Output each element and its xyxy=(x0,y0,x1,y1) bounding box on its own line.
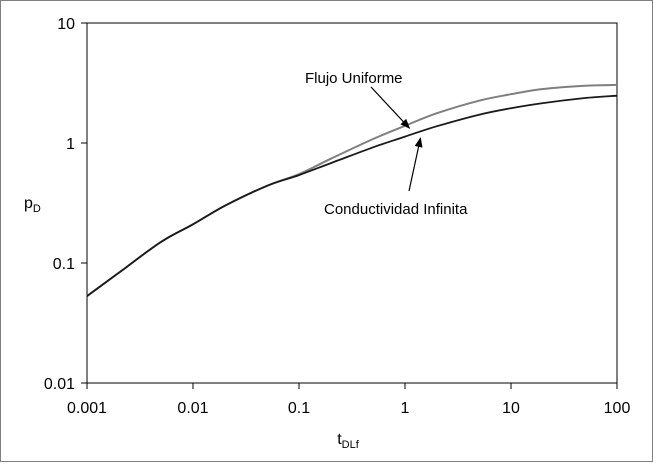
x-axis: 0.001 0.01 0.1 1 10 100 xyxy=(67,383,630,417)
y-axis-label-subscript: D xyxy=(33,203,41,215)
y-axis: 0.01 0.1 1 10 xyxy=(44,16,87,393)
x-tick-label-4: 10 xyxy=(502,400,520,417)
annotation-arrow-0 xyxy=(370,86,411,129)
plot-area xyxy=(86,22,618,384)
annotation-arrow-1 xyxy=(408,137,423,192)
x-axis-label: tDLf xyxy=(337,431,360,451)
y-tick-label-0: 0.01 xyxy=(44,376,75,393)
series-line-1 xyxy=(86,94,618,297)
x-tick-label-2: 0.1 xyxy=(288,400,310,417)
x-tick-label-0: 0.001 xyxy=(67,400,107,417)
x-axis-label-subscript: DLf xyxy=(342,439,360,451)
y-tick-label-1: 0.1 xyxy=(53,256,75,273)
y-tick-label-3: 10 xyxy=(57,16,75,33)
annotation-label-1: Conductividad Infinita xyxy=(324,201,468,218)
y-axis-label-main: p xyxy=(24,195,33,212)
series-layer xyxy=(86,83,618,297)
y-tick-label-2: 1 xyxy=(66,136,75,153)
y-axis-label: pD xyxy=(24,195,41,215)
annotation-label-0: Flujo Uniforme xyxy=(305,70,403,87)
x-tick-label-3: 1 xyxy=(401,400,410,417)
x-tick-label-5: 100 xyxy=(604,400,631,417)
annotation-layer: Flujo Uniforme Conductividad Infinita xyxy=(305,70,468,218)
series-line-0 xyxy=(86,83,618,297)
x-tick-label-1: 0.01 xyxy=(177,400,208,417)
x-axis-label-main: t xyxy=(337,431,342,448)
